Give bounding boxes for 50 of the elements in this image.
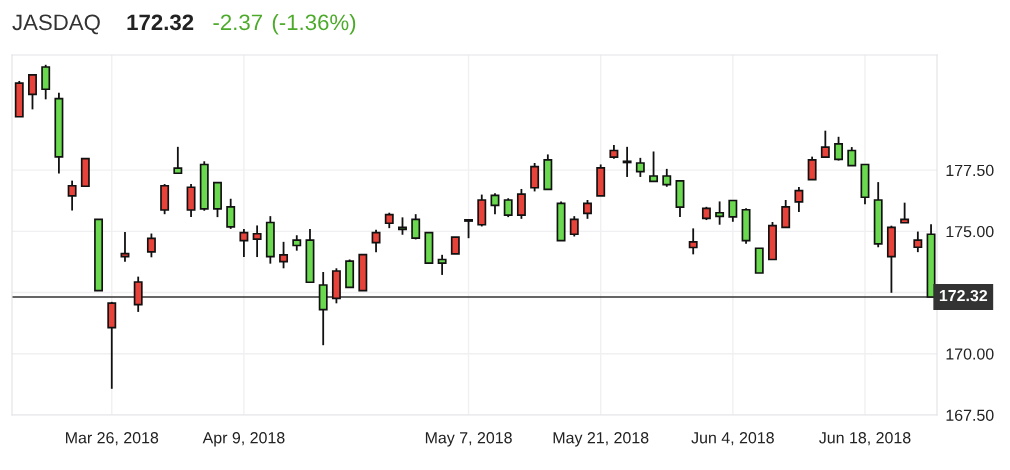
- candlestick: [516, 188, 526, 220]
- candlestick: [900, 201, 910, 224]
- candlestick: [411, 213, 421, 241]
- candlestick: [688, 227, 698, 256]
- candlestick: [239, 227, 249, 258]
- candlestick: [913, 230, 923, 254]
- candlestick: [847, 146, 857, 167]
- candlestick: [781, 199, 791, 229]
- x-tick-label: May 7, 2018: [425, 432, 512, 447]
- x-tick-label: May 21, 2018: [553, 432, 649, 447]
- x-tick-label: Jun 18, 2018: [819, 432, 911, 446]
- chart-title: JASDAQ: [12, 14, 100, 35]
- y-tick-label: 175.00: [946, 225, 994, 238]
- candlestick: [146, 232, 156, 259]
- candlestick: [583, 199, 592, 220]
- y-tick-label: 170.00: [946, 348, 994, 360]
- candlestick: [635, 156, 645, 178]
- candlestick: [715, 200, 725, 226]
- text: -2.37: [213, 14, 262, 31]
- candlestick: [569, 215, 579, 238]
- candlestick: [622, 145, 632, 178]
- candlestick: [490, 192, 500, 216]
- candlestick: [503, 197, 513, 219]
- y-tick-label: 177.50: [946, 164, 994, 177]
- ref-line-label: 172.32: [939, 289, 988, 302]
- x-tick-label: Apr 9, 2018: [202, 432, 285, 447]
- candlestick: [173, 145, 183, 175]
- candlestick: [728, 199, 738, 223]
- candlestick: [807, 155, 817, 181]
- text: 172.32: [127, 14, 194, 31]
- candlestick: [371, 228, 381, 254]
- candlestick: [41, 63, 51, 101]
- x-tick-label: Jun 4, 2018: [691, 432, 774, 446]
- candlestick: [28, 73, 37, 111]
- x-tick-label: Mar 26, 2018: [66, 432, 159, 446]
- candlestick: [226, 197, 236, 230]
- candlestick: [279, 240, 289, 270]
- candlestick: [834, 135, 844, 162]
- candlestick: [67, 179, 77, 212]
- text: (-1.36%): [272, 13, 356, 35]
- y-tick-label: 167.50: [946, 409, 994, 421]
- candlestick: [186, 183, 196, 219]
- candlestick: [133, 275, 143, 313]
- candlestick: [464, 218, 474, 240]
- candlestick: [649, 150, 659, 183]
- candlestick: [794, 186, 804, 213]
- candlestick: [437, 253, 447, 276]
- candlestick: [252, 224, 262, 258]
- candlestick: [530, 162, 540, 193]
- candlestick: [820, 129, 830, 159]
